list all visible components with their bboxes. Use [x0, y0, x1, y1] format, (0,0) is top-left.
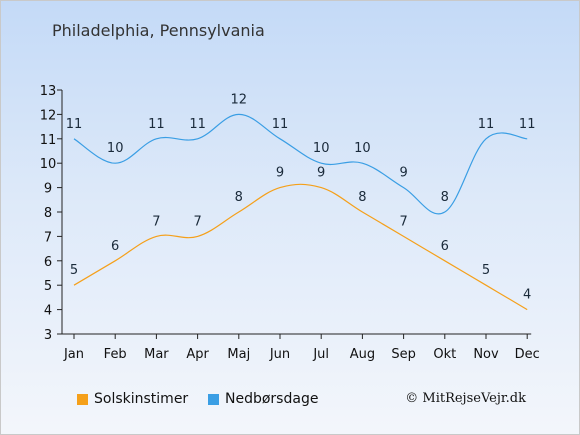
x-tick-label: Mar	[144, 347, 169, 362]
series-line-precipitation	[73, 113, 528, 215]
copyright-text: © MitRejseVejr.dk	[405, 391, 526, 406]
x-tick-label: Sep	[391, 347, 416, 362]
y-tick-label: 13	[40, 84, 57, 99]
data-label-precipitation: 11	[272, 117, 289, 132]
data-label-sunshine: 7	[193, 214, 201, 229]
x-tick-label: Apr	[186, 347, 209, 362]
x-tick-label: Aug	[350, 347, 375, 362]
y-tick-label: 3	[44, 328, 52, 343]
data-label-sunshine: 5	[70, 263, 78, 278]
data-label-precipitation: 9	[399, 166, 407, 181]
data-label-precipitation: 10	[107, 141, 124, 156]
data-label-sunshine: 8	[358, 190, 366, 205]
legend-item-precipitation: Nedbørsdage	[208, 391, 318, 407]
series-lines	[73, 113, 528, 311]
y-tick-label: 8	[44, 206, 52, 221]
x-tick-label: Jun	[269, 347, 290, 362]
data-label-sunshine: 8	[235, 190, 243, 205]
data-label-sunshine: 7	[399, 214, 407, 229]
data-label-precipitation: 8	[441, 190, 449, 205]
data-label-sunshine: 5	[482, 263, 490, 278]
x-tick-label: Nov	[473, 347, 499, 362]
y-tick-label: 9	[44, 182, 52, 197]
data-label-precipitation: 10	[354, 141, 371, 156]
data-label-precipitation: 11	[189, 117, 206, 132]
data-label-precipitation: 11	[519, 117, 536, 132]
legend-label-sunshine: Solskinstimer	[94, 391, 189, 407]
data-label-precipitation: 11	[148, 117, 165, 132]
data-label-sunshine: 6	[441, 239, 449, 254]
legend-item-sunshine: Solskinstimer	[77, 391, 188, 407]
x-tick-label: Okt	[433, 347, 456, 362]
data-label-sunshine: 9	[317, 166, 325, 181]
y-tick-label: 12	[40, 108, 57, 123]
data-label-sunshine: 9	[276, 166, 284, 181]
x-tick-label: Dec	[515, 347, 540, 362]
data-labels: 5 6 7 7 8 9 9 8 7 6 5 4 11 10 11 11 12 11 10 10 9 8 11 11	[66, 92, 536, 302]
data-label-sunshine: 6	[111, 239, 119, 254]
y-tick-label: 11	[40, 133, 57, 148]
legend-swatch-precipitation	[208, 393, 219, 405]
data-label-precipitation: 10	[313, 141, 330, 156]
x-tick-label: Feb	[104, 347, 127, 362]
y-tick-label: 5	[44, 279, 52, 294]
y-tick-label: 7	[44, 230, 52, 245]
x-tick-label: Jan	[63, 347, 84, 362]
legend-swatch-sunshine	[77, 393, 88, 405]
chart-title: Philadelphia, Pennsylvania	[52, 21, 265, 40]
series-line-sunshine	[73, 183, 528, 311]
x-tick-label: Maj	[227, 347, 250, 362]
data-label-precipitation: 11	[66, 117, 83, 132]
data-label-sunshine: 4	[523, 288, 531, 303]
axes: 3 4 5 6 7 8 9 10 11 12 13 Jan Feb Mar Apr Maj Jun Jul Aug S…	[40, 84, 540, 362]
x-tick-label: Jul	[312, 347, 329, 362]
y-tick-label: 10	[40, 157, 57, 172]
data-label-sunshine: 7	[152, 214, 160, 229]
y-tick-label: 4	[44, 304, 52, 319]
data-label-precipitation: 12	[231, 92, 248, 107]
legend-label-precipitation: Nedbørsdage	[225, 391, 319, 407]
data-label-precipitation: 11	[478, 117, 495, 132]
y-tick-label: 6	[44, 255, 52, 270]
